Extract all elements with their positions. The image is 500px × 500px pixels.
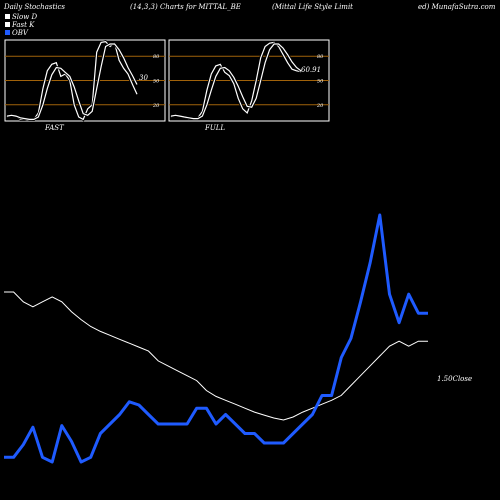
fast-last-value: 30 [139, 74, 148, 82]
header-far-right: ed) MunafaSutra.com [418, 3, 496, 11]
legend-label-obv: OBV [12, 29, 29, 37]
full-stochastic-panel: FULL 80 50 20 60.91 [168, 39, 330, 132]
obv-line [4, 213, 428, 464]
header-middle: (14,3,3) Charts for MITTAL_BE [130, 3, 241, 11]
full-last-value: 60.91 [301, 66, 321, 74]
price-line [4, 291, 428, 421]
fast-stochastic-panel: FAST 80 50 20 30 [4, 39, 166, 132]
full-tick-label-80: 80 [317, 54, 324, 60]
price-last-value-label: 1.50Close [437, 375, 472, 383]
legend-swatch-obv [5, 30, 10, 35]
full-tick-label-50: 50 [317, 79, 324, 85]
fast-panel-label: FAST [44, 124, 65, 132]
fast-tick-label-50: 50 [153, 79, 160, 85]
full-tick-label-20: 20 [316, 103, 324, 109]
obv-price-chart: 1.50Close [4, 213, 472, 464]
header-left: Daily Stochastics [3, 3, 65, 11]
legend-label-slow-d: Slow D [12, 13, 37, 21]
legend: Slow D Fast K OBV [5, 13, 37, 37]
legend-swatch-fast-k [5, 22, 10, 27]
fast-series-slow-d [6, 43, 138, 121]
legend-swatch-slow-d [5, 14, 10, 19]
fast-tick-label-20: 20 [152, 103, 160, 109]
legend-label-fast-k: Fast K [11, 21, 35, 29]
full-series-full-d [170, 43, 302, 120]
fast-tick-label-80: 80 [153, 54, 160, 60]
header-right: (Mittal Life Style Limit [272, 3, 353, 11]
full-panel-label: FULL [204, 124, 225, 132]
